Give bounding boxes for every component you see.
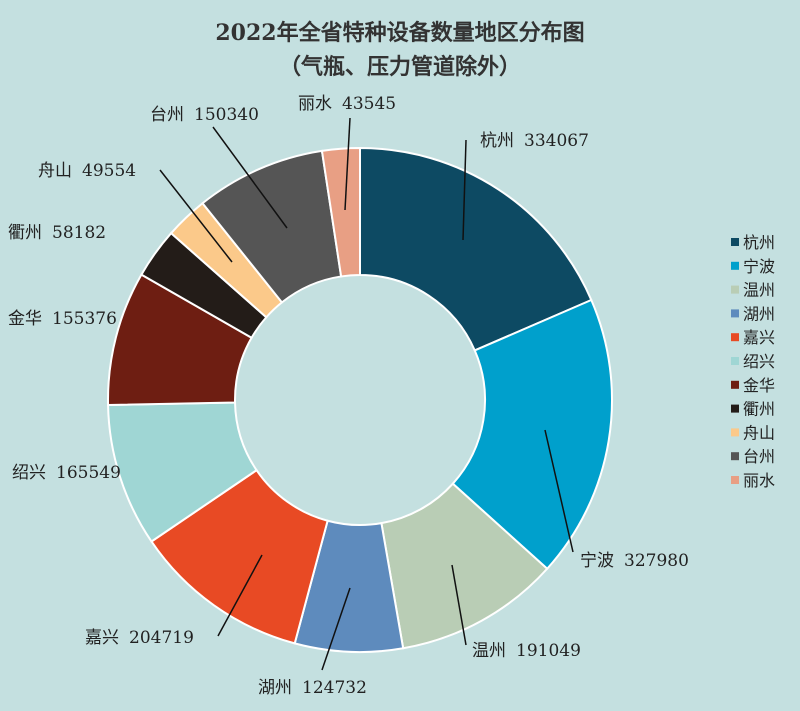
data-label: 杭州 334067 xyxy=(480,131,589,151)
label-name: 舟山 xyxy=(38,161,72,181)
data-label: 舟山 49554 xyxy=(38,161,136,181)
data-label: 金华 155376 xyxy=(8,309,117,329)
legend-label: 湖州 xyxy=(743,304,775,323)
label-name: 衢州 xyxy=(8,222,42,243)
data-label: 宁波 327980 xyxy=(580,551,689,571)
legend-swatch xyxy=(731,404,739,413)
legend-label: 温州 xyxy=(743,281,775,300)
label-name: 温州 xyxy=(472,641,506,661)
legend-label: 丽水 xyxy=(743,471,775,490)
leader-line xyxy=(217,554,263,637)
label-name: 金华 xyxy=(8,309,42,329)
leader-line xyxy=(321,587,351,671)
legend-swatch xyxy=(731,357,739,365)
data-label: 丽水 43545 xyxy=(298,94,396,114)
legend-swatch xyxy=(731,261,739,270)
label-name: 丽水 xyxy=(298,94,332,114)
legend-label: 台州 xyxy=(743,447,775,466)
leader-line xyxy=(451,564,467,646)
legend-label: 绍兴 xyxy=(743,352,775,371)
label-value: 165549 xyxy=(56,463,121,483)
chart-title: 2022年全省特种设备数量地区分布图 xyxy=(215,20,584,46)
label-value: 124732 xyxy=(302,678,367,698)
label-value: 155376 xyxy=(52,309,117,329)
label-name: 嘉兴 xyxy=(85,628,119,648)
leader-line xyxy=(159,169,233,263)
legend-swatch xyxy=(731,309,739,318)
legend-label: 嘉兴 xyxy=(743,328,775,347)
legend-swatch xyxy=(731,428,739,437)
label-name: 宁波 xyxy=(580,551,614,571)
leader-line xyxy=(212,126,288,229)
chart-subtitle: （气瓶、压力管道除外） xyxy=(279,54,521,80)
label-value: 204719 xyxy=(129,628,194,648)
legend-swatch xyxy=(731,476,739,484)
slice xyxy=(451,298,613,571)
leader-line xyxy=(462,139,467,241)
leader-line xyxy=(544,429,574,553)
label-value: 327980 xyxy=(624,551,689,571)
label-value: 49554 xyxy=(82,161,136,181)
legend-swatch xyxy=(731,380,739,389)
label-value: 191049 xyxy=(516,641,581,661)
legend-label: 宁波 xyxy=(743,257,775,276)
legend-label: 金华 xyxy=(743,376,775,395)
label-name: 台州 xyxy=(150,105,184,125)
slice xyxy=(320,146,361,278)
label-value: 58182 xyxy=(52,223,106,243)
data-label: 台州 150340 xyxy=(150,105,259,125)
label-name: 绍兴 xyxy=(12,463,46,483)
legend-label: 杭州 xyxy=(743,233,775,252)
label-name: 杭州 xyxy=(480,131,514,151)
label-value: 43545 xyxy=(342,94,396,114)
legend-label: 衢州 xyxy=(743,400,775,419)
data-label: 绍兴 165549 xyxy=(12,463,121,483)
label-value: 150340 xyxy=(194,105,259,125)
data-label: 衢州 58182 xyxy=(8,222,106,243)
data-label: 温州 191049 xyxy=(472,641,581,661)
legend-swatch xyxy=(731,238,739,246)
leader-line xyxy=(344,117,351,211)
legend-label: 舟山 xyxy=(743,423,775,442)
label-value: 334067 xyxy=(524,131,589,151)
legend-swatch xyxy=(731,452,739,461)
label-name: 湖州 xyxy=(258,678,292,698)
data-label: 嘉兴 204719 xyxy=(85,628,194,648)
legend-swatch xyxy=(731,333,739,342)
slice xyxy=(359,146,593,352)
data-label: 湖州 124732 xyxy=(258,678,367,698)
legend-swatch xyxy=(731,285,739,294)
